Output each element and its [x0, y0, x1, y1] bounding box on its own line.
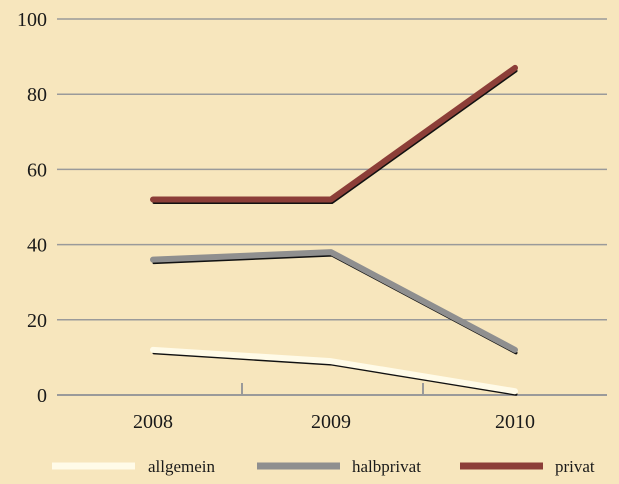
- legend: allgemein halbprivat privat: [52, 457, 595, 476]
- series-line-halbprivat: [150, 249, 518, 353]
- legend-label-privat: privat: [555, 457, 595, 476]
- y-tick-label: 80: [27, 84, 47, 106]
- legend-label-halbprivat: halbprivat: [352, 457, 421, 476]
- x-tick-label: 2009: [311, 411, 351, 433]
- series-lines: [150, 64, 518, 396]
- x-tick-label: 2010: [495, 411, 535, 433]
- x-tick-label: 2008: [133, 411, 173, 433]
- x-tick-labels: 2008 2009 2010: [133, 411, 535, 433]
- series-line-allgemein: [150, 346, 518, 395]
- y-tick-label: 20: [27, 310, 47, 332]
- series-line-shadow-halbprivat: [152, 253, 518, 355]
- y-tick-label: 40: [27, 235, 47, 257]
- y-tick-label: 60: [27, 159, 47, 181]
- legend-label-allgemein: allgemein: [148, 457, 216, 476]
- series-line-shadow-privat: [152, 69, 518, 204]
- gridlines: [57, 18, 607, 321]
- series-line-privat: [150, 64, 518, 203]
- y-tick-label: 0: [37, 385, 47, 407]
- y-tick-labels: 0 20 40 60 80 100: [17, 9, 47, 407]
- x-axis: [57, 383, 607, 396]
- y-tick-label: 100: [17, 9, 47, 31]
